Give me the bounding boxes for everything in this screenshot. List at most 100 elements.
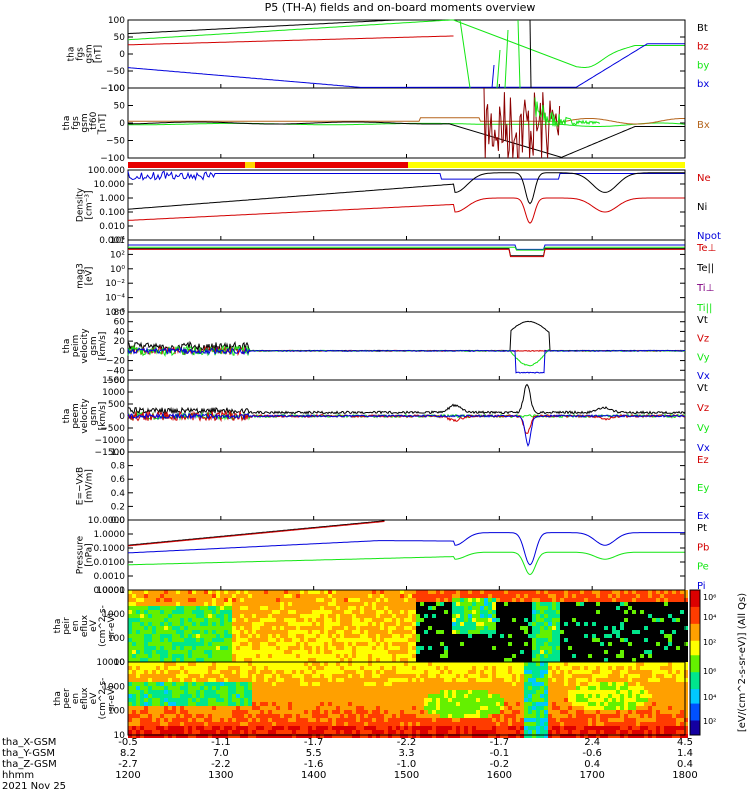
spectrogram-cell xyxy=(220,610,224,614)
spectrogram-cell xyxy=(436,630,440,634)
spectrogram-cell xyxy=(332,602,336,606)
spectrogram-cell xyxy=(328,734,332,738)
spectrogram-cell xyxy=(300,678,304,682)
spectrogram-cell xyxy=(288,666,292,670)
spectrogram-cell xyxy=(352,690,356,694)
spectrogram-cell xyxy=(336,642,340,646)
spectrogram-cell xyxy=(560,706,564,710)
spectrogram-cell xyxy=(164,734,168,738)
spectrogram-cell xyxy=(328,670,332,674)
spectrogram-cell xyxy=(296,710,300,714)
spectrogram-cell xyxy=(232,654,236,658)
spectrogram-cell xyxy=(448,722,452,726)
spectrogram-cell xyxy=(308,634,312,638)
spectrogram-cell xyxy=(452,714,456,718)
spectrogram-cell xyxy=(504,670,508,674)
spectrogram-cell xyxy=(136,618,140,622)
spectrogram-cell xyxy=(472,594,476,598)
spectrogram-cell xyxy=(624,630,628,634)
spectrogram-cell xyxy=(204,690,208,694)
spectrogram-cell xyxy=(420,638,424,642)
spectrogram-cell xyxy=(496,670,500,674)
spectrogram-cell xyxy=(184,642,188,646)
spectrogram-cell xyxy=(540,734,544,738)
spectrogram-cell xyxy=(172,610,176,614)
spectrogram-cell xyxy=(448,594,452,598)
spectrogram-cell xyxy=(480,730,484,734)
spectrogram-cell xyxy=(364,634,368,638)
spectrogram-cell xyxy=(528,590,532,594)
spectrogram-cell xyxy=(292,702,296,706)
spectrogram-cell xyxy=(416,718,420,722)
spectrogram-cell xyxy=(596,642,600,646)
spectrogram-cell xyxy=(420,606,424,610)
spectrogram-cell xyxy=(600,630,604,634)
spectrogram-cell xyxy=(312,690,316,694)
spectrogram-cell xyxy=(496,614,500,618)
spectrogram-cell xyxy=(128,694,132,698)
spectrogram-cell xyxy=(472,686,476,690)
spectrogram-cell xyxy=(356,590,360,594)
y-tick-label: −100 xyxy=(100,84,125,94)
spectrogram-cell xyxy=(272,686,276,690)
y-axis-label: E=−VxB [mV/m] xyxy=(76,467,95,505)
spectrogram-cell xyxy=(260,694,264,698)
spectrogram-cell xyxy=(496,594,500,598)
spectrogram-cell xyxy=(672,618,676,622)
spectrogram-cell xyxy=(376,634,380,638)
spectrogram-cell xyxy=(556,646,560,650)
spectrogram-cell xyxy=(136,706,140,710)
spectrogram-cell xyxy=(620,654,624,658)
spectrogram-cell xyxy=(580,594,584,598)
spectrogram-cell xyxy=(188,706,192,710)
spectrogram-cell xyxy=(544,670,548,674)
spectrogram-cell xyxy=(492,618,496,622)
spectrogram-cell xyxy=(456,662,460,666)
spectrogram-cell xyxy=(340,722,344,726)
spectrogram-cell xyxy=(588,634,592,638)
spectrogram-cell xyxy=(548,694,552,698)
spectrogram-cell xyxy=(348,630,352,634)
spectrogram-cell xyxy=(136,678,140,682)
spectrogram-cell xyxy=(144,690,148,694)
spectrogram-cell xyxy=(644,634,648,638)
spectrogram-cell xyxy=(576,626,580,630)
spectrogram-cell xyxy=(404,630,408,634)
spectrogram-cell xyxy=(300,594,304,598)
spectrogram-cell xyxy=(232,698,236,702)
spectrogram-cell xyxy=(448,734,452,738)
spectrogram-cell xyxy=(560,630,564,634)
spectrogram-cell xyxy=(332,722,336,726)
spectrogram-cell xyxy=(412,714,416,718)
spectrogram-cell xyxy=(192,650,196,654)
spectrogram-cell xyxy=(236,666,240,670)
spectrogram-cell xyxy=(676,602,680,606)
y-tick-label: 1.000 xyxy=(99,194,125,204)
spectrogram-cell xyxy=(232,618,236,622)
spectrogram-cell xyxy=(164,670,168,674)
spectrogram-cell xyxy=(496,630,500,634)
spectrogram-cell xyxy=(144,634,148,638)
spectrogram-cell xyxy=(348,622,352,626)
y-tick-label: 1.0 xyxy=(111,448,126,458)
spectrogram-cell xyxy=(168,654,172,658)
spectrogram-cell xyxy=(396,690,400,694)
spectrogram-cell xyxy=(132,726,136,730)
spectrogram-cell xyxy=(188,702,192,706)
spectrogram-cell xyxy=(272,598,276,602)
spectrogram-cell xyxy=(144,710,148,714)
spectrogram-cell xyxy=(428,714,432,718)
spectrogram-cell xyxy=(592,650,596,654)
spectrogram-cell xyxy=(296,670,300,674)
spectrogram-cell xyxy=(472,650,476,654)
spectrogram-cell xyxy=(464,590,468,594)
spectrogram-cell xyxy=(244,590,248,594)
spectrogram-cell xyxy=(132,674,136,678)
spectrogram-cell xyxy=(192,698,196,702)
spectrogram-cell xyxy=(420,658,424,662)
spectrogram-cell xyxy=(436,638,440,642)
spectrogram-cell xyxy=(468,654,472,658)
spectrogram-cell xyxy=(164,602,168,606)
spectrogram-cell xyxy=(232,710,236,714)
spectrogram-cell xyxy=(656,598,660,602)
